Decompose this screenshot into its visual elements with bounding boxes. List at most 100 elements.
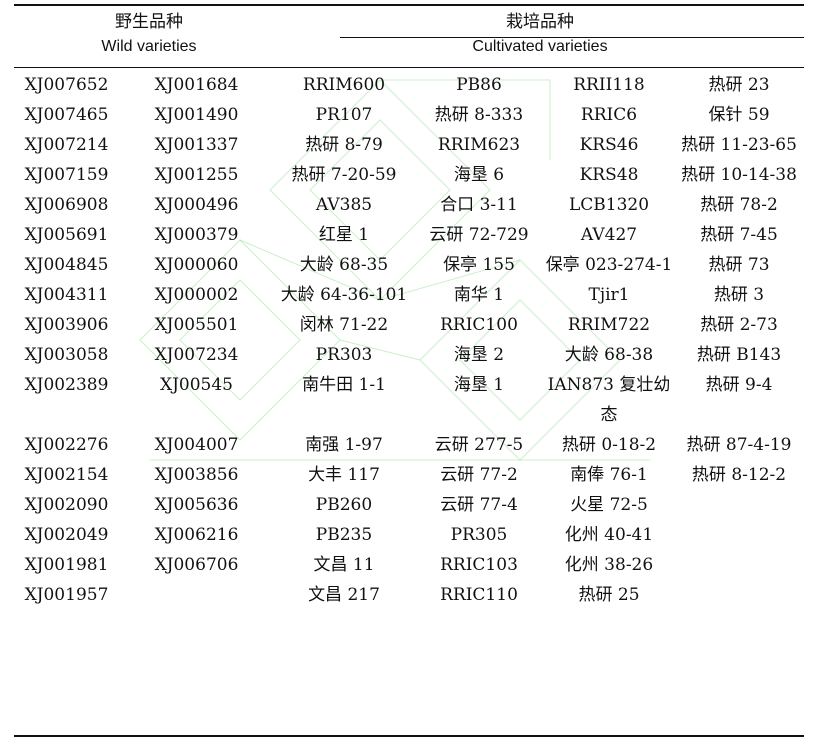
table-cell: XJ000379 xyxy=(154,225,239,245)
table-row: XJ001957 文昌 217 RRIC110 热研 25 xyxy=(14,580,804,610)
table-row: XJ003906 XJ005501 闵林 71-22 RRIC100 RRIM722 热研… xyxy=(14,310,804,340)
table-cell: 热研 87-4-19 xyxy=(686,435,792,455)
table-cell: XJ005636 xyxy=(154,495,239,515)
table-cell: 海垦 6 xyxy=(453,165,505,185)
wild-varieties-en: Wild varieties xyxy=(101,38,197,55)
table-cell: 大龄 68-35 xyxy=(299,255,389,275)
table-cell: 云研 77-2 xyxy=(440,465,518,485)
table-cell: 火星 72-5 xyxy=(570,495,648,515)
table-cell: RRIM722 xyxy=(567,315,651,335)
table-row: XJ004845 XJ000060 大龄 68-35 保亭 155 保亭 023-274… xyxy=(14,250,804,280)
table-cell: RRIC100 xyxy=(440,315,518,335)
table-cell: AV427 xyxy=(580,225,638,245)
table-cell: PB86 xyxy=(456,75,502,95)
table-cell: 热研 10-14-38 xyxy=(681,165,797,185)
table-cell xyxy=(674,550,804,580)
table-row: XJ003058 XJ007234 PR303 海垦 2 大龄 68-38 热研 B143 xyxy=(14,340,804,370)
cultivated-varieties-header: 栽培品种 Cultivated varieties xyxy=(340,10,740,60)
table-row: XJ007159 XJ001255 热研 7-20-59 海垦 6 KRS48 热研 10… xyxy=(14,160,804,190)
table-row: XJ004311 XJ000002 大龄 64-36-101 南华 1 Tjir1 热研 … xyxy=(14,280,804,310)
table-cell: 保针 59 xyxy=(708,105,770,125)
table-cell: PB235 xyxy=(315,525,373,545)
table-cell: XJ001337 xyxy=(154,135,239,155)
table-row: XJ001981 XJ006706 文昌 11 RRIC103 化州 38-26 xyxy=(14,550,804,580)
table-cell: XJ007465 xyxy=(24,105,109,125)
table-cell: 热研 8-333 xyxy=(434,105,524,125)
table-cell: XJ007234 xyxy=(154,345,239,365)
table-cell: 云研 72-729 xyxy=(429,225,529,245)
table-cell: 热研 25 xyxy=(578,585,640,605)
table-row: XJ005691 XJ000379 红星 1 云研 72-729 AV427 热研 7-4… xyxy=(14,220,804,250)
table-cell: XJ000496 xyxy=(154,195,239,215)
table-cell: XJ002276 xyxy=(24,435,109,455)
table-cell: XJ005691 xyxy=(24,225,109,245)
table-cell xyxy=(674,580,804,610)
wild-varieties-zh: 野生品种 xyxy=(115,12,183,32)
table-row: XJ006908 XJ000496 AV385 合口 3-11 LCB1320 热研 78… xyxy=(14,190,804,220)
table-cell: IAN873 复壮幼态 xyxy=(547,375,671,425)
table-cell: 南华 1 xyxy=(453,285,505,305)
table-bottom-rule xyxy=(14,735,804,737)
table-cell: 文昌 11 xyxy=(313,555,375,575)
table-cell: 闵林 71-22 xyxy=(299,315,389,335)
table-cell: 热研 9-4 xyxy=(705,375,773,395)
table-cell: XJ006908 xyxy=(24,195,109,215)
table-cell: 文昌 217 xyxy=(308,585,380,605)
table-cell: RRIC110 xyxy=(440,585,518,605)
table-cell: XJ006216 xyxy=(154,525,239,545)
table-cell: XJ001684 xyxy=(154,75,239,95)
table-cell: Tjir1 xyxy=(588,285,630,305)
table-cell: 海垦 2 xyxy=(453,345,505,365)
table-cell: RRIC103 xyxy=(440,555,518,575)
table-cell: XJ007159 xyxy=(24,165,109,185)
table-cell: 南强 1-97 xyxy=(305,435,383,455)
table-cell: RRII118 xyxy=(573,75,645,95)
table-cell: PR303 xyxy=(315,345,373,365)
table-cell: 热研 8-79 xyxy=(305,135,383,155)
table-cell: 热研 8-12-2 xyxy=(691,465,787,485)
table-row: XJ007214 XJ001337 热研 8-79 RRIM623 KRS46 热研 11… xyxy=(14,130,804,160)
table-cell: 云研 77-4 xyxy=(440,495,518,515)
table-cell: 大丰 117 xyxy=(308,465,380,485)
table-cell: XJ003906 xyxy=(24,315,109,335)
table-cell xyxy=(674,520,804,550)
table-cell: XJ005501 xyxy=(154,315,239,335)
table-cell: 化州 40-41 xyxy=(564,525,654,545)
table-cell xyxy=(674,490,804,520)
table-cell: PR305 xyxy=(450,525,508,545)
table-row: XJ007652 XJ001684 RRIM600 PB86 RRII118 热研 23 xyxy=(14,70,804,100)
table-row: XJ002276 XJ004007 南强 1-97 云研 277-5 热研 0-18-2… xyxy=(14,430,804,460)
table-cell: KRS48 xyxy=(579,165,639,185)
table-cell: 热研 23 xyxy=(708,75,770,95)
table-cell: 热研 78-2 xyxy=(700,195,778,215)
table-cell: RRIM623 xyxy=(437,135,521,155)
table-cell: XJ007652 xyxy=(24,75,109,95)
table-cell: 化州 38-26 xyxy=(564,555,654,575)
table-cell: XJ004007 xyxy=(154,435,239,455)
table-cell: RRIC6 xyxy=(580,105,638,125)
table-row: XJ002090 XJ005636 PB260 云研 77-4 火星 72-5 xyxy=(14,490,804,520)
table-cell: 热研 3 xyxy=(713,285,765,305)
table-cell xyxy=(119,580,274,610)
table-cell: RRIM600 xyxy=(302,75,386,95)
table-cell: XJ000060 xyxy=(154,255,239,275)
table-row: XJ002154 XJ003856 大丰 117 云研 77-2 南俸 76-1 热研 8… xyxy=(14,460,804,490)
table-top-rule xyxy=(14,4,804,6)
wild-varieties-header: 野生品种 Wild varieties xyxy=(44,10,254,60)
table-cell: XJ001981 xyxy=(24,555,109,575)
table-cell: 大龄 68-38 xyxy=(564,345,654,365)
table-cell: XJ001255 xyxy=(154,165,239,185)
table-cell: XJ002154 xyxy=(24,465,109,485)
table-cell: PB260 xyxy=(315,495,373,515)
table-cell: XJ002049 xyxy=(24,525,109,545)
table-cell: 保亭 155 xyxy=(443,255,515,275)
table-cell: AV385 xyxy=(315,195,373,215)
table-cell: PR107 xyxy=(315,105,373,125)
table-cell: XJ003856 xyxy=(154,465,239,485)
table-cell: 云研 277-5 xyxy=(434,435,524,455)
table-cell: 热研 B143 xyxy=(696,345,782,365)
table-cell: XJ001957 xyxy=(24,585,109,605)
table-cell: XJ006706 xyxy=(154,555,239,575)
cultivated-varieties-zh: 栽培品种 xyxy=(506,12,574,32)
